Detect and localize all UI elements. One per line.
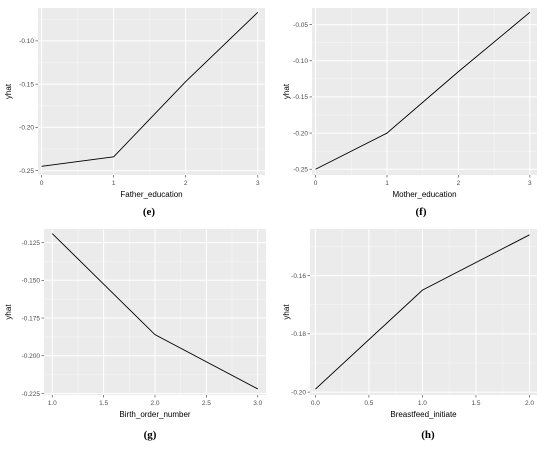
y-tick-label: -0.10 — [19, 38, 34, 45]
x-tick-label: 1.5 — [99, 400, 108, 407]
plot-background — [310, 229, 537, 395]
x-tick-label: 1.5 — [471, 400, 480, 407]
y-tick-label: -0.05 — [293, 22, 308, 29]
x-tick-label: 1.0 — [418, 400, 427, 407]
chart-panel: 0 1 2 3 -0.25 -0.20 -0.15 -0.10 -0.05 Mother_educ… — [282, 8, 537, 218]
x-axis-title: Birth_order_number — [119, 410, 190, 419]
x-axis-title: Mother_education — [392, 190, 456, 199]
y-tick-label: -0.25 — [293, 167, 308, 174]
panel-label: (h) — [421, 429, 435, 441]
x-tick-label: 0.0 — [311, 400, 320, 407]
y-tick-label: -0.175 — [22, 315, 41, 322]
x-tick-label: 0 — [40, 180, 44, 187]
y-tick-label: -0.18 — [291, 331, 306, 338]
x-tick-label: 3 — [256, 180, 260, 187]
y-axis-title: yhat — [282, 304, 291, 320]
x-tick-label: 3 — [528, 180, 532, 187]
y-tick-label: -0.20 — [19, 125, 34, 132]
x-tick-label: 2 — [184, 180, 188, 187]
x-tick-label: 2.5 — [202, 400, 211, 407]
yhat-line — [41, 12, 259, 167]
x-tick-label: 0 — [314, 180, 318, 187]
y-tick-label: -0.150 — [22, 278, 41, 285]
panel-label: (e) — [143, 206, 156, 218]
x-tick-label: 3.0 — [253, 400, 262, 407]
y-axis-title: yhat — [282, 83, 291, 99]
plot-background — [312, 8, 537, 175]
x-tick-label: 1 — [385, 180, 389, 187]
plot-background — [38, 8, 265, 175]
panel-label: (g) — [144, 429, 157, 441]
y-tick-label: -0.15 — [19, 81, 34, 88]
y-axis-title: yhat — [4, 304, 13, 320]
x-axis-title: Breastfeed_initiate — [390, 410, 457, 419]
x-tick-label: 2 — [457, 180, 461, 187]
x-tick-label: 2.0 — [525, 400, 534, 407]
x-tick-label: 1.0 — [48, 400, 57, 407]
y-tick-label: -0.20 — [291, 389, 306, 396]
y-tick-label: -0.15 — [293, 94, 308, 101]
x-axis-title: Father_education — [120, 190, 182, 199]
chart-panel: 0 1 2 3 -0.25 -0.20 -0.15 -0.10 Father_education… — [4, 8, 265, 218]
y-tick-label: -0.10 — [293, 58, 308, 65]
y-axis-title: yhat — [4, 83, 13, 99]
y-tick-label: -0.200 — [22, 353, 41, 360]
y-tick-label: -0.125 — [22, 240, 41, 247]
yhat-line — [51, 233, 258, 390]
x-tick-label: 0.5 — [364, 400, 373, 407]
yhat-line — [315, 11, 531, 170]
y-tick-label: -0.16 — [291, 273, 306, 280]
y-tick-label: -0.20 — [293, 130, 308, 137]
panel-label: (f) — [416, 206, 427, 218]
x-tick-label: 1 — [112, 180, 116, 187]
yhat-line — [315, 234, 530, 390]
x-tick-label: 2.0 — [150, 400, 159, 407]
chart-panel: 0.0 0.5 1.0 1.5 2.0 -0.20 -0.18 -0.16 Breastfeed… — [282, 229, 537, 441]
y-tick-label: -0.25 — [19, 168, 34, 175]
y-tick-label: -0.225 — [22, 391, 41, 398]
chart-panel: 1.0 1.5 2.0 2.5 3.0 -0.225 -0.200 -0.175 -0.150 -… — [4, 229, 266, 441]
